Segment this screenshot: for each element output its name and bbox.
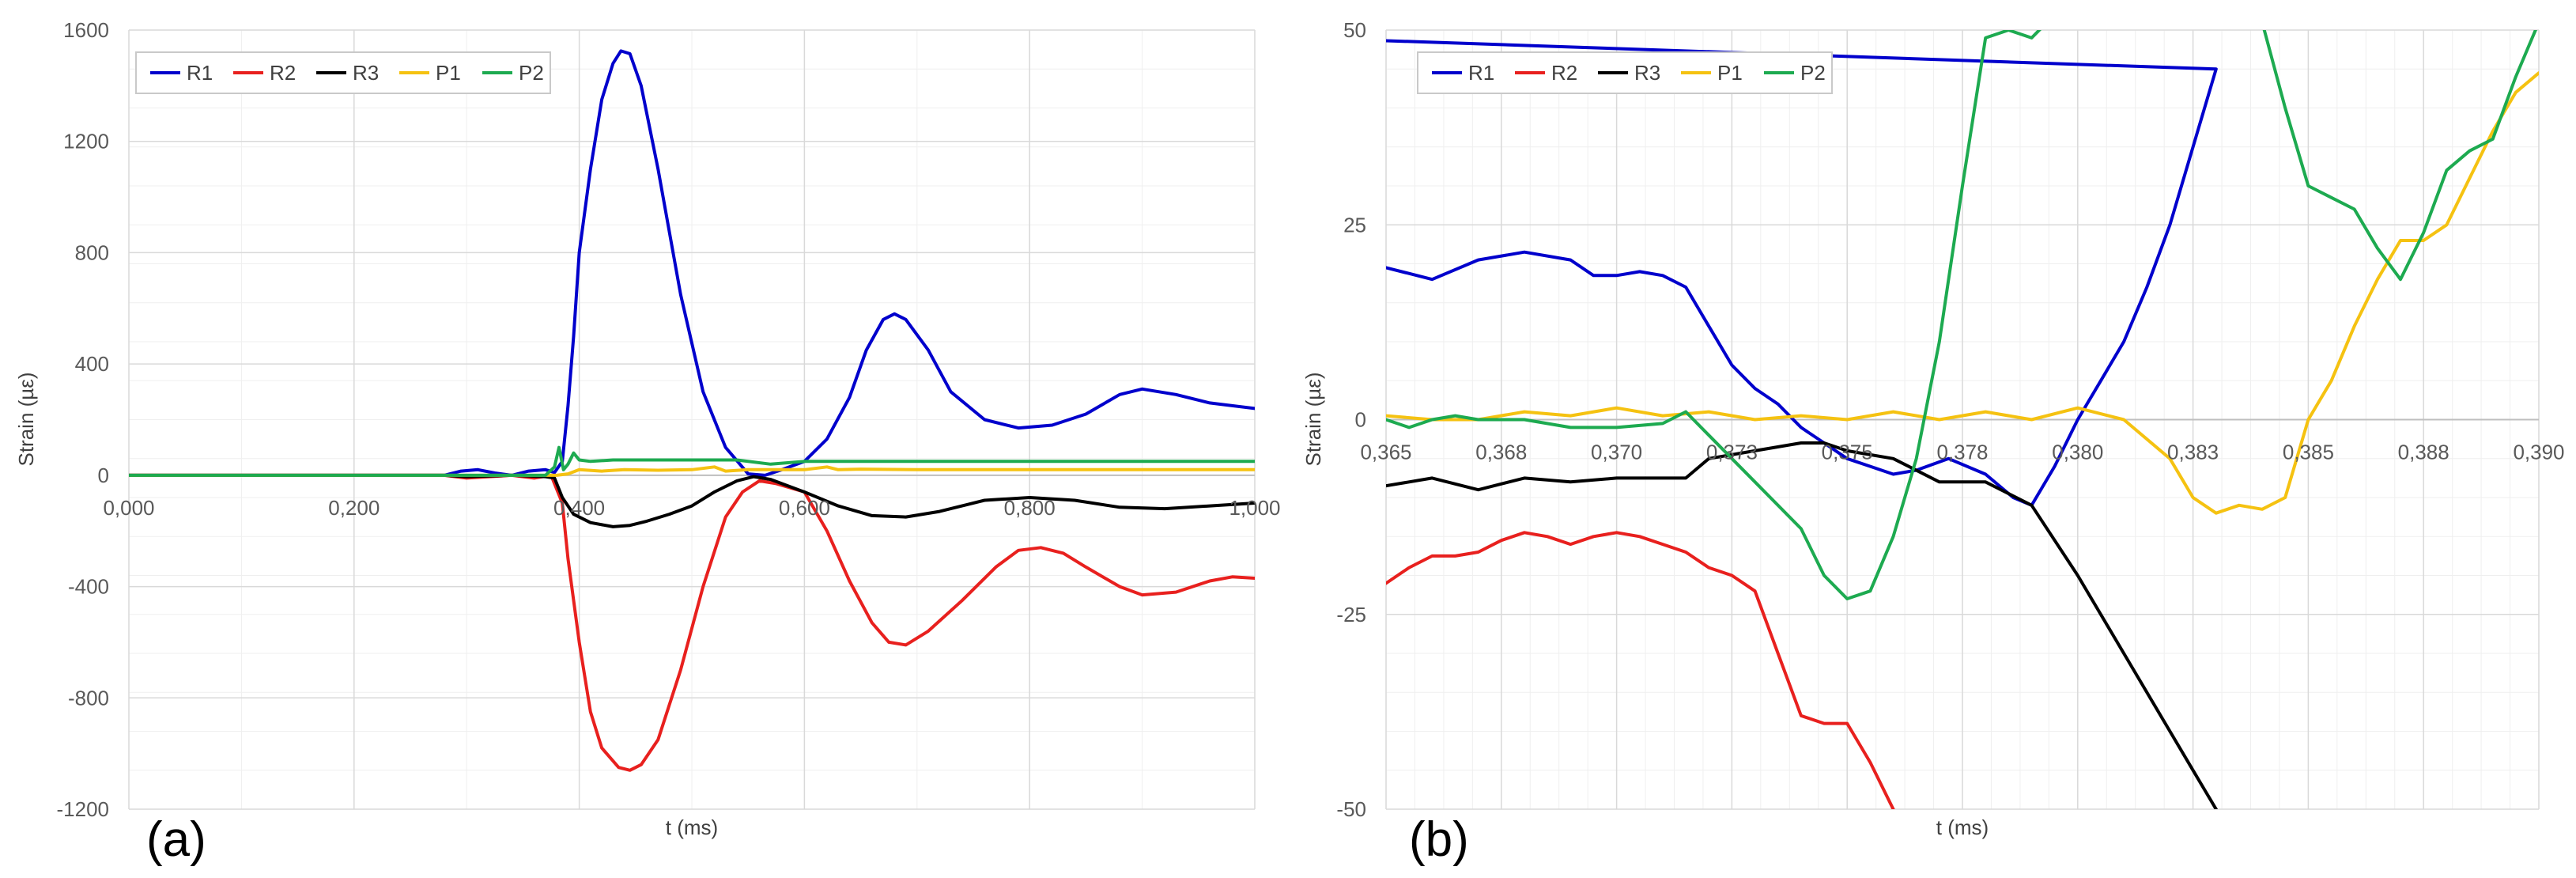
series-group-a xyxy=(129,49,1255,772)
grid-a xyxy=(128,29,1256,810)
x-tick-label: 0,600 xyxy=(779,496,830,520)
y-tick-label: 25 xyxy=(1343,213,1366,237)
y-tick-label: 800 xyxy=(75,240,109,264)
y-tick-label: 1600 xyxy=(63,18,109,42)
x-tick-label: 0,000 xyxy=(103,496,154,520)
series-line-p1 xyxy=(129,465,1255,477)
legend-label-r2: R2 xyxy=(1551,61,1577,85)
x-tick-label: 0,400 xyxy=(553,496,605,520)
x-tick-labels-a: 0,000 0,200 0,400 0,600 0,800 1,000 xyxy=(103,496,1280,520)
x-tick-label: 0,370 xyxy=(1591,441,1642,464)
series-line-r3 xyxy=(129,473,1255,528)
panel-label-b: (b) xyxy=(1409,812,1469,867)
x-tick-label: 0,375 xyxy=(1822,441,1873,464)
x-tick-labels-b: 0,365 0,368 0,370 0,373 0,375 0,378 0,380 0,383… xyxy=(1360,441,2564,464)
y-tick-labels-b: 50 25 0 -25 -50 xyxy=(1336,18,1366,821)
series-line-r1 xyxy=(129,49,1255,477)
y-tick-label: -800 xyxy=(68,686,109,710)
x-axis-label-b: t (ms) xyxy=(1936,816,1989,839)
legend-label-p1: P1 xyxy=(436,61,461,85)
y-tick-label: 1200 xyxy=(63,130,109,153)
y-tick-label: 0 xyxy=(98,464,109,487)
x-tick-label: 0,378 xyxy=(1936,441,1988,464)
legend-label-r3: R3 xyxy=(1634,61,1660,85)
y-tick-label: -25 xyxy=(1336,603,1366,626)
y-tick-label: -400 xyxy=(68,575,109,599)
series-line-r3 xyxy=(1386,441,2219,809)
y-axis-label-a: Strain (µε) xyxy=(14,372,38,466)
legend-label-p2: P2 xyxy=(1800,61,1826,85)
y-axis-label-b: Strain (µε) xyxy=(1301,372,1325,466)
legend-label-p2: P2 xyxy=(519,61,544,85)
x-tick-label: 0,365 xyxy=(1360,441,1411,464)
y-tick-label: -1200 xyxy=(57,797,110,821)
series-line-r2 xyxy=(1386,531,1895,809)
y-tick-label: 50 xyxy=(1343,18,1366,42)
x-tick-label: 0,368 xyxy=(1475,441,1527,464)
series-line-p2 xyxy=(129,445,1255,477)
legend-label-r3: R3 xyxy=(353,61,379,85)
series-line-p1 xyxy=(1386,71,2539,515)
x-tick-label: 0,383 xyxy=(2167,441,2219,464)
y-tick-label: 0 xyxy=(1355,408,1366,432)
series-line-r1 xyxy=(1386,39,2218,507)
legend-label-r2: R2 xyxy=(270,61,296,85)
panel-label-a: (a) xyxy=(146,812,206,867)
legend-label-r1: R1 xyxy=(187,61,213,85)
series-line-r2 xyxy=(129,473,1255,772)
panel-a: 0,000 0,200 0,400 0,600 0,800 1,000 1600 1200 8… xyxy=(14,18,1281,867)
series-line-p2 xyxy=(1386,30,2537,600)
x-tick-label: 0,200 xyxy=(328,496,380,520)
x-tick-label: 0,800 xyxy=(1004,496,1056,520)
x-tick-label: 0,373 xyxy=(1706,441,1758,464)
x-tick-label: 0,380 xyxy=(2052,441,2103,464)
x-tick-label: 0,390 xyxy=(2513,441,2564,464)
x-tick-label: 1,000 xyxy=(1229,496,1280,520)
y-tick-labels-a: 1600 1200 800 400 0 -400 -800 -1200 xyxy=(57,18,110,821)
grid-b xyxy=(1385,29,2540,810)
x-axis-label-a: t (ms) xyxy=(666,816,718,839)
legend-label-r1: R1 xyxy=(1468,61,1494,85)
y-tick-label: -50 xyxy=(1336,797,1366,821)
legend-b: R1 R2 R3 P1 P2 xyxy=(1417,51,1833,94)
series-group-b xyxy=(1386,30,2539,809)
x-tick-label: 0,385 xyxy=(2283,441,2334,464)
x-tick-label: 0,388 xyxy=(2398,441,2449,464)
legend-label-p1: P1 xyxy=(1717,61,1743,85)
y-tick-label: 400 xyxy=(75,352,109,376)
legend-a: R1 R2 R3 P1 P2 xyxy=(135,51,551,94)
